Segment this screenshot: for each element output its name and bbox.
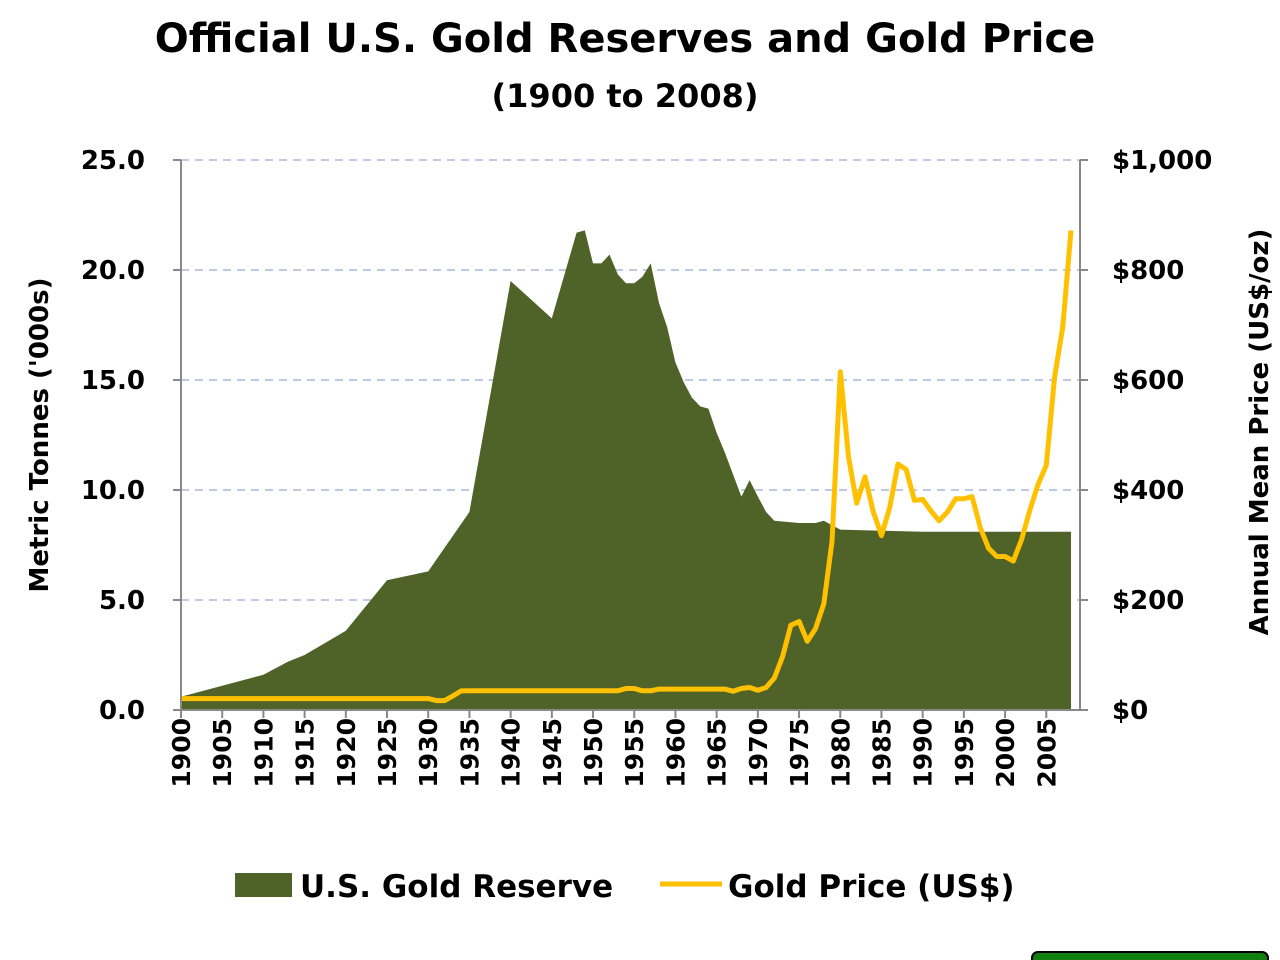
x-tick-label: 1925 bbox=[373, 718, 402, 788]
legend-label-gold-price: Gold Price (US$) bbox=[728, 869, 1015, 905]
y-tick-label: 20.0 bbox=[81, 256, 145, 286]
legend-label-gold-reserve: U.S. Gold Reserve bbox=[300, 869, 613, 905]
x-tick-label: 1960 bbox=[661, 718, 690, 788]
axes bbox=[173, 159, 1088, 718]
y2-tick-label: $1,000 bbox=[1112, 146, 1212, 176]
corner-badge bbox=[1031, 951, 1269, 960]
x-tick-label: 1910 bbox=[249, 718, 278, 788]
x-tick-label: 1900 bbox=[167, 718, 196, 788]
legend-swatch-gold-reserve bbox=[235, 873, 292, 897]
x-tick-label: 1990 bbox=[909, 718, 938, 788]
x-tick-label: 1985 bbox=[867, 718, 896, 788]
x-tick-labels: 1900 1905 1910 1915 1920 1925 1930 1935 1940 1945… bbox=[167, 718, 1061, 788]
x-tick-label: 1995 bbox=[950, 718, 979, 788]
x-tick-label: 1940 bbox=[497, 718, 526, 788]
series-area-gold-reserve bbox=[181, 230, 1071, 710]
x-tick-label: 1950 bbox=[579, 718, 608, 788]
chart-title: Official U.S. Gold Reserves and Gold Pri… bbox=[155, 16, 1096, 62]
x-tick-label: 1945 bbox=[538, 718, 567, 788]
x-tick-label: 1920 bbox=[332, 718, 361, 788]
x-tick-label: 1935 bbox=[455, 718, 484, 788]
y2-tick-label: $400 bbox=[1112, 476, 1184, 506]
series-line-gold-price bbox=[181, 230, 1074, 704]
x-tick-label: 2005 bbox=[1032, 718, 1061, 788]
y2-tick-label: $600 bbox=[1112, 366, 1184, 396]
x-tick-label: 1965 bbox=[703, 718, 732, 788]
x-tick-label: 1930 bbox=[414, 718, 443, 788]
y-tick-label: 15.0 bbox=[81, 366, 145, 396]
y-tick-label: 10.0 bbox=[81, 476, 145, 506]
y-tick-labels: 0.0 5.0 10.0 15.0 20.0 25.0 bbox=[81, 146, 145, 726]
x-tick-label: 1980 bbox=[826, 718, 855, 788]
x-tick-label: 1975 bbox=[785, 718, 814, 788]
x-tick-label: 1915 bbox=[291, 718, 320, 788]
y2-tick-label: $200 bbox=[1112, 586, 1184, 616]
y2-tick-labels: $0 $200 $400 $600 $800 $1,000 bbox=[1112, 146, 1212, 726]
x-tick-label: 1905 bbox=[208, 718, 237, 788]
y2-axis-label: Annual Mean Price (US$/oz) bbox=[1245, 229, 1275, 636]
x-tick-label: 2000 bbox=[991, 718, 1020, 788]
y-tick-label: 25.0 bbox=[81, 146, 145, 176]
x-tick-label: 1970 bbox=[744, 718, 773, 788]
y-axis-label: Metric Tonnes ('000s) bbox=[25, 278, 55, 593]
legend: U.S. Gold Reserve Gold Price (US$) bbox=[235, 869, 1015, 905]
y-tick-label: 5.0 bbox=[99, 586, 145, 616]
y-tick-label: 0.0 bbox=[99, 696, 145, 726]
y2-tick-label: $800 bbox=[1112, 256, 1184, 286]
x-tick-label: 1955 bbox=[620, 718, 649, 788]
y2-tick-label: $0 bbox=[1112, 696, 1148, 726]
chart-subtitle: (1900 to 2008) bbox=[492, 77, 759, 115]
